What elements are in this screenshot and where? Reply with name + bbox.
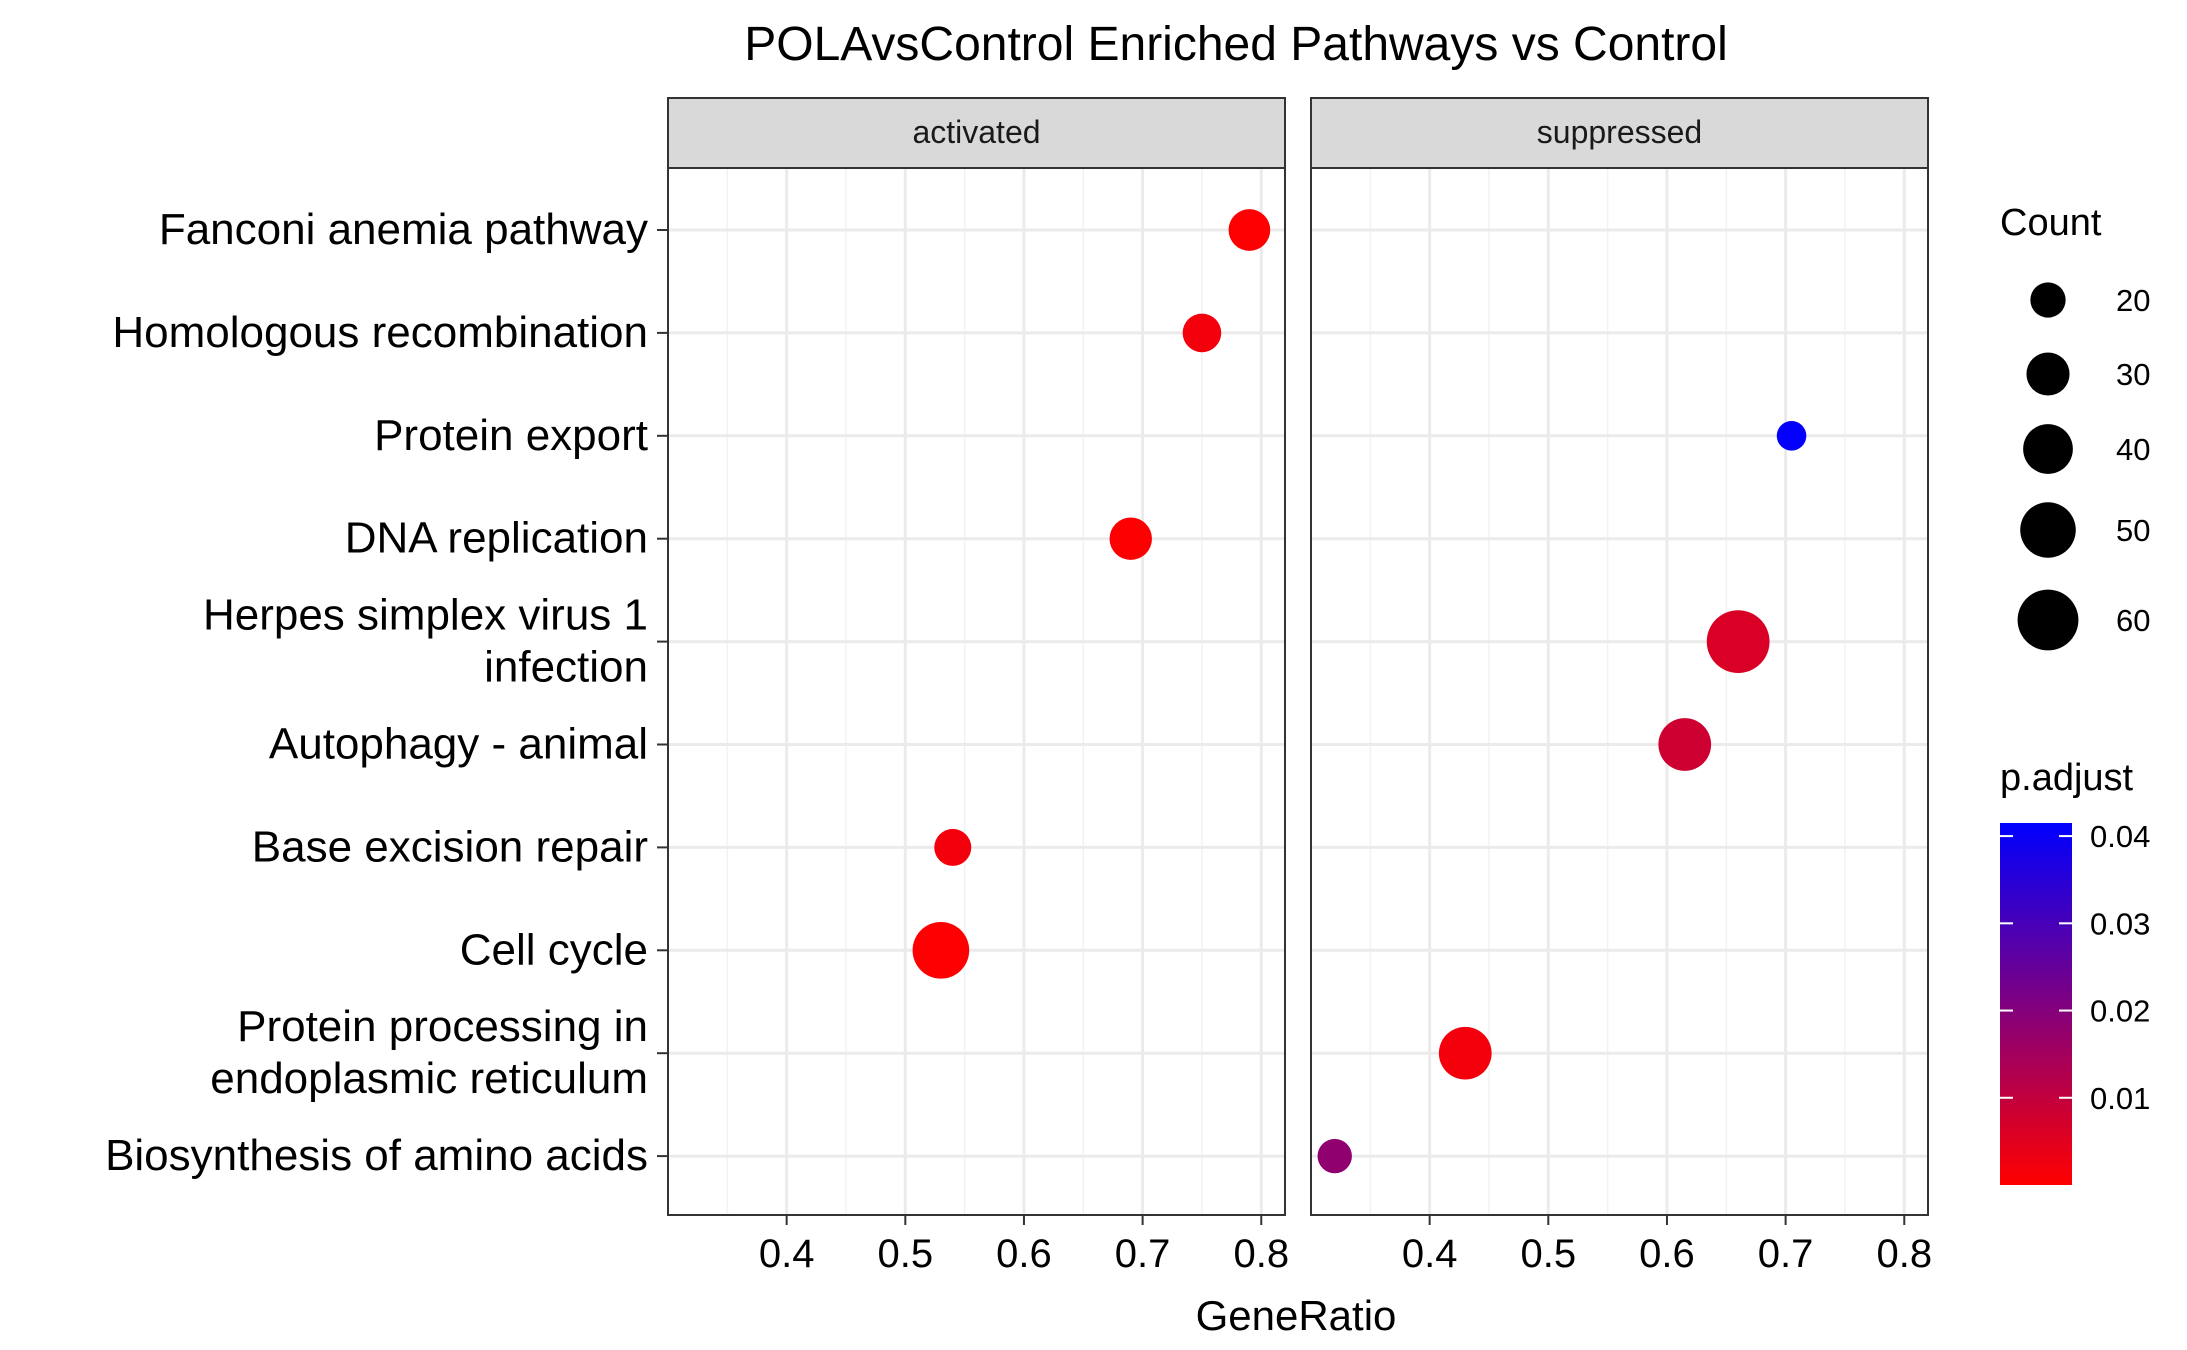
count-legend-title: Count — [2000, 202, 2102, 244]
y-tick-label: Cell cycle — [460, 925, 648, 974]
x-axis-title: GeneRatio — [1196, 1292, 1397, 1339]
facet-strip — [667, 97, 1286, 169]
colorbar-tick-label: 0.03 — [2090, 906, 2150, 941]
facet-strip-label: suppressed — [1537, 114, 1702, 150]
panel-background — [1311, 168, 1928, 1215]
data-point — [1228, 209, 1271, 251]
count-legend-label: 20 — [2116, 283, 2150, 318]
y-tick-label: infection — [484, 643, 648, 692]
x-tick-label: 0.7 — [1115, 1232, 1171, 1276]
y-axis-labels: Fanconi anemia pathway Homologous recombi… — [105, 205, 668, 1180]
count-legend-key — [2017, 589, 2079, 651]
x-tick-label: 0.4 — [759, 1232, 815, 1276]
data-point — [1776, 421, 1807, 451]
colorbar-tick-label: 0.02 — [2090, 994, 2150, 1029]
y-tick-label: Protein processing in — [237, 1002, 648, 1051]
p-adjust-legend: p.adjust 0.01 0.02 0.03 0.04 — [2000, 757, 2150, 1185]
x-tick-label: 0.7 — [1758, 1232, 1814, 1276]
data-point — [1317, 1138, 1352, 1174]
x-tick-label: 0.6 — [996, 1232, 1052, 1276]
colorbar-tick-label: 0.04 — [2090, 819, 2150, 854]
x-tick-label: 0.8 — [1233, 1232, 1289, 1276]
data-point — [1109, 517, 1152, 560]
count-legend-key — [2020, 502, 2076, 558]
y-tick-label: DNA replication — [345, 514, 648, 563]
count-legend-label: 50 — [2116, 513, 2150, 548]
data-point — [1438, 1026, 1492, 1080]
data-point — [912, 921, 970, 979]
count-legend-label: 30 — [2116, 357, 2150, 392]
count-legend-key — [2026, 352, 2070, 396]
count-legend-key — [2023, 424, 2073, 474]
data-point — [1706, 610, 1770, 673]
count-legend-label: 40 — [2116, 432, 2150, 467]
panel-background — [668, 168, 1285, 1215]
data-point — [934, 828, 972, 866]
x-tick-label: 0.5 — [1521, 1232, 1577, 1276]
x-tick-label: 0.4 — [1402, 1232, 1458, 1276]
facet-panel-suppressed: suppressed 0.4 0.5 0.6 0.7 0.8 — [1310, 97, 1932, 1276]
y-tick-label: Autophagy - animal — [269, 720, 648, 769]
data-point — [1658, 718, 1712, 771]
y-tick-label: Base excision repair — [252, 822, 648, 871]
y-tick-label: Homologous recombination — [112, 308, 648, 357]
facet-strip — [1310, 97, 1929, 169]
y-tick-label: Herpes simplex virus 1 — [203, 591, 648, 640]
count-legend: Count 20 30 40 50 60 — [2000, 202, 2150, 651]
data-point — [1182, 313, 1222, 353]
facet-strip-label: activated — [912, 114, 1040, 150]
y-tick-label: Fanconi anemia pathway — [159, 205, 648, 254]
x-tick-label: 0.5 — [878, 1232, 934, 1276]
facet-panel-activated: activated 0.4 0.5 0.6 0.7 0.8 — [667, 97, 1289, 1276]
p-adjust-colorbar — [2000, 823, 2072, 1185]
x-tick-label: 0.8 — [1876, 1232, 1932, 1276]
y-tick-label: Protein export — [374, 411, 648, 460]
count-legend-key — [2030, 282, 2066, 318]
facet-panels: activated 0.4 0.5 0.6 0.7 0.8 suppressed 0.4 0.5… — [667, 97, 1932, 1276]
y-tick-label: endoplasmic reticulum — [210, 1054, 648, 1103]
x-tick-label: 0.6 — [1639, 1232, 1695, 1276]
chart-title: POLAvsControl Enriched Pathways vs Contr… — [744, 18, 1728, 71]
count-legend-label: 60 — [2116, 603, 2150, 638]
y-tick-label: Biosynthesis of amino acids — [105, 1131, 648, 1180]
colorbar-tick-label: 0.01 — [2090, 1081, 2150, 1116]
p-adjust-legend-title: p.adjust — [2000, 757, 2134, 799]
